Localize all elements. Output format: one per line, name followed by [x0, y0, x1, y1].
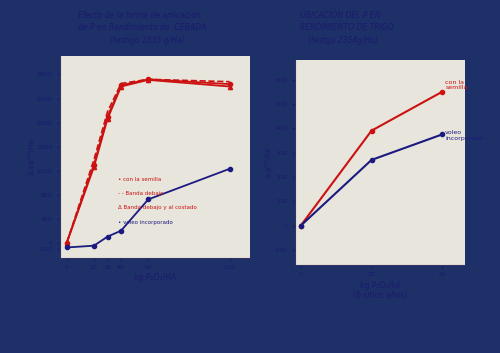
- Text: - - Banda debajo: - - Banda debajo: [118, 191, 164, 196]
- Y-axis label: Δ g¹⁰⁰/hé: Δ g¹⁰⁰/hé: [265, 147, 272, 178]
- Text: (testgo 2354g/Ho): (testgo 2354g/Ho): [308, 36, 378, 45]
- Text: (testigo 1635 g/Ha): (testigo 1635 g/Ha): [110, 36, 184, 45]
- Text: de P en Rendimiento de  CEBADA: de P en Rendimiento de CEBADA: [78, 23, 206, 32]
- X-axis label: kg P₂O₅/hé
(6 sitios años): kg P₂O₅/hé (6 sitios años): [353, 280, 407, 300]
- Text: UBICACIÓN DEL P EN: UBICACIÓN DEL P EN: [300, 11, 380, 19]
- Text: voleo
incorporado: voleo incorporado: [445, 130, 483, 141]
- Y-axis label: Δ kg¹⁰⁰/Ha: Δ kg¹⁰⁰/Ha: [28, 139, 35, 175]
- Text: • con la semilla: • con la semilla: [118, 176, 162, 181]
- Text: con la
semilla: con la semilla: [445, 80, 468, 90]
- Text: Δ Banda debajo y al costado: Δ Banda debajo y al costado: [118, 205, 197, 210]
- Text: Racz, 1981  (Manitoba, Canadá): Racz, 1981 (Manitoba, Canadá): [138, 322, 362, 335]
- X-axis label: kg P₂O₅/HA: kg P₂O₅/HA: [134, 273, 176, 282]
- Text: RENDIMIENTO DE TRIGO: RENDIMIENTO DE TRIGO: [300, 23, 394, 32]
- Text: • voleo incorporado: • voleo incorporado: [118, 220, 173, 225]
- Text: Efecto de la forma de aplicación: Efecto de la forma de aplicación: [78, 11, 200, 20]
